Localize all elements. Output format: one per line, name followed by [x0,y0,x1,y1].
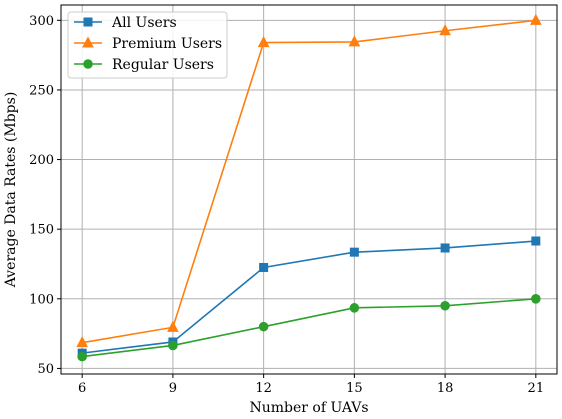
series-line [82,19,536,344]
legend-entry: Premium Users [74,36,222,52]
x-tick-label: 9 [169,381,177,396]
y-axis-label: Average Data Rates (Mbps) [3,92,19,289]
y-tick-label: 150 [29,223,54,238]
legend-entry: All Users [74,15,177,31]
legend-entry: Regular Users [74,57,214,73]
y-tick-label: 300 [29,14,54,29]
data-point [349,247,359,257]
y-tick-label: 250 [29,83,54,98]
legend-marker [82,36,94,48]
series-line [82,298,536,358]
series-regular-users [77,294,541,362]
data-point [440,300,450,311]
data-point [531,294,541,304]
series-line [82,240,536,354]
legend-label: All Users [111,15,177,31]
data-point [76,336,88,348]
series-layer [76,13,542,362]
x-axis-label: Number of UAVs [249,400,368,416]
legend-label: Regular Users [112,57,214,73]
x-tick-label: 12 [255,381,272,396]
data-point [349,303,360,313]
y-tick-label: 200 [29,153,54,168]
data-point [531,236,541,246]
x-tick-label: 21 [528,381,545,396]
y-tick-label: 50 [37,362,54,377]
y-tick-label: 100 [29,292,54,307]
x-tick-label: 18 [437,381,454,396]
data-point [348,35,361,47]
plot-area-frame [60,4,558,375]
data-point [530,13,542,25]
data-point [440,243,450,253]
data-point [168,340,178,351]
legend-label: Premium Users [112,36,222,52]
data-point [257,36,270,48]
axis-ticks: 6 9 12 15 18 21 50 100 150 200 250 300 [29,14,544,396]
data-point [439,24,451,36]
legend-marker [83,17,93,27]
legend: All Users Premium Users Regular Users [67,11,228,79]
legend-marker [83,59,93,69]
legend-box [67,11,228,79]
data-point [258,321,269,332]
data-point [77,351,87,362]
data-point [259,262,269,272]
grid-lines [61,5,557,374]
data-point [167,320,179,332]
x-tick-label: 15 [346,381,363,396]
x-tick-label: 6 [78,381,86,396]
series-premium-users [76,13,542,348]
